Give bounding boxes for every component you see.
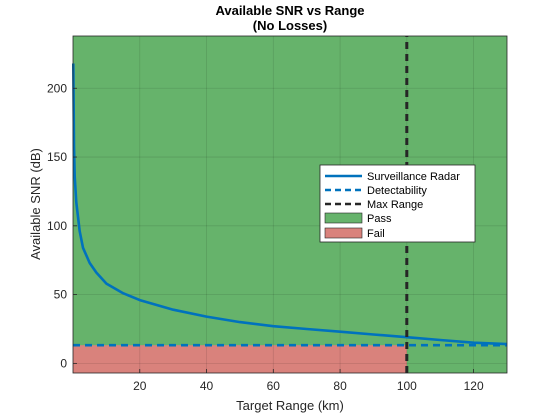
axes bbox=[72, 35, 508, 374]
x-tick-label-100: 100 bbox=[397, 379, 417, 393]
axes-box bbox=[72, 35, 508, 374]
ticks: 20 40 60 80 100 120 0 50 100 150 200 bbox=[47, 81, 484, 393]
x-tick-label-60: 60 bbox=[267, 379, 281, 393]
y-tick-label-50: 50 bbox=[54, 288, 68, 302]
x-tick-label-20: 20 bbox=[133, 379, 147, 393]
y-tick-label-100: 100 bbox=[47, 219, 67, 233]
chart-title-line-1: Available SNR vs Range bbox=[215, 3, 364, 18]
series-line-surveillance-radar bbox=[72, 63, 508, 346]
legend-swatch-fail bbox=[324, 227, 363, 239]
legend: Surveillance Radar Detectability Max Ran… bbox=[319, 164, 476, 243]
legend-label-detectability: Detectability bbox=[367, 185, 427, 197]
x-tick-label-40: 40 bbox=[200, 379, 214, 393]
legend-label-max-range: Max Range bbox=[367, 199, 423, 211]
chart-title-line-2: (No Losses) bbox=[253, 18, 327, 33]
x-tick-label-80: 80 bbox=[333, 379, 347, 393]
x-tick-label-120: 120 bbox=[464, 379, 484, 393]
y-axis-label: Available SNR (dB) bbox=[28, 148, 43, 260]
legend-swatch-pass bbox=[324, 212, 363, 224]
y-tick-label-0: 0 bbox=[60, 356, 67, 370]
x-axis-label: Target Range (km) bbox=[236, 398, 344, 413]
region-fail bbox=[73, 345, 407, 373]
y-tick-label-200: 200 bbox=[47, 81, 67, 95]
y-tick-label-150: 150 bbox=[47, 150, 67, 164]
legend-label-surveillance: Surveillance Radar bbox=[367, 171, 460, 183]
legend-label-pass: Pass bbox=[367, 213, 392, 225]
legend-label-fail: Fail bbox=[367, 228, 385, 240]
